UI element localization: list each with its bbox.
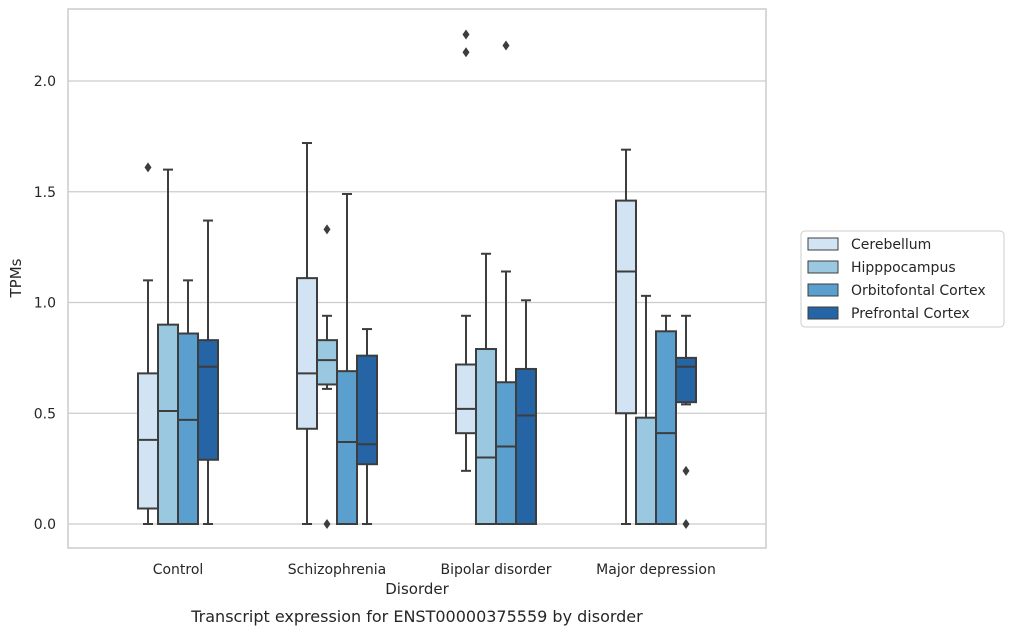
outlier-point: [502, 40, 510, 51]
y-axis-ticks: 0.0 0.5 1.0 1.5 2.0: [34, 74, 56, 533]
box: [475, 348, 497, 526]
box-plot: [655, 314, 677, 526]
box: [177, 332, 199, 526]
box-plot: [675, 314, 697, 529]
legend-frame: [800, 230, 1005, 328]
legend-label: Hipppocampus: [851, 260, 956, 276]
chart-caption: Transcript expression for ENST0000037555…: [190, 607, 643, 626]
y-tick-label: 1.0: [34, 296, 56, 312]
y-tick-label: 2.0: [34, 74, 56, 90]
y-axis-title: TPMs: [7, 258, 25, 298]
x-tick-label: Control: [153, 562, 204, 578]
box: [197, 339, 219, 461]
y-tick-label: 0.0: [34, 517, 56, 533]
box: [455, 363, 477, 435]
x-tick-label: Schizophrenia: [288, 562, 386, 578]
box: [356, 354, 378, 466]
x-tick-label: Bipolar disorder: [440, 562, 551, 578]
outlier-point: [682, 519, 690, 529]
plot-frame: [67, 8, 767, 549]
box-plot: [356, 328, 378, 525]
box: [336, 370, 358, 526]
box: [137, 372, 159, 510]
box: [655, 330, 677, 526]
outlier-point: [323, 224, 331, 235]
outlier-point: [682, 465, 690, 476]
box-plot: [515, 299, 537, 526]
legend-label: Orbitofontal Cortex: [851, 283, 986, 299]
box-plot: [615, 148, 637, 525]
box-plot: [197, 219, 219, 525]
box: [515, 367, 537, 526]
legend-swatch: [807, 306, 839, 320]
legend-swatch: [807, 260, 839, 274]
box: [635, 416, 657, 525]
outlier-point: [462, 29, 470, 40]
box: [316, 339, 338, 386]
box: [296, 277, 318, 430]
box-plot: [137, 162, 159, 525]
box-plot: [316, 224, 338, 529]
box: [157, 323, 179, 525]
legend: Cerebellum Hipppocampus Orbitofontal Corte…: [800, 230, 1005, 328]
box: [675, 356, 697, 404]
y-tick-label: 0.5: [34, 406, 56, 422]
outlier-point: [144, 162, 152, 173]
y-tick-label: 1.5: [34, 185, 56, 201]
legend-swatch: [807, 283, 839, 297]
legend-label: Prefrontal Cortex: [851, 306, 970, 322]
box: [495, 381, 517, 525]
legend-swatch: [807, 237, 839, 251]
x-tick-label: Major depression: [596, 562, 716, 578]
x-axis-ticks: Control Schizophrenia Bipolar disorder Majo…: [153, 562, 716, 578]
box-plots: [137, 29, 697, 529]
box: [615, 199, 637, 415]
x-axis-title: Disorder: [385, 580, 449, 598]
box-plot: [157, 168, 179, 525]
outlier-point: [323, 519, 331, 529]
legend-label: Cerebellum: [851, 237, 931, 253]
outlier-point: [462, 47, 470, 58]
